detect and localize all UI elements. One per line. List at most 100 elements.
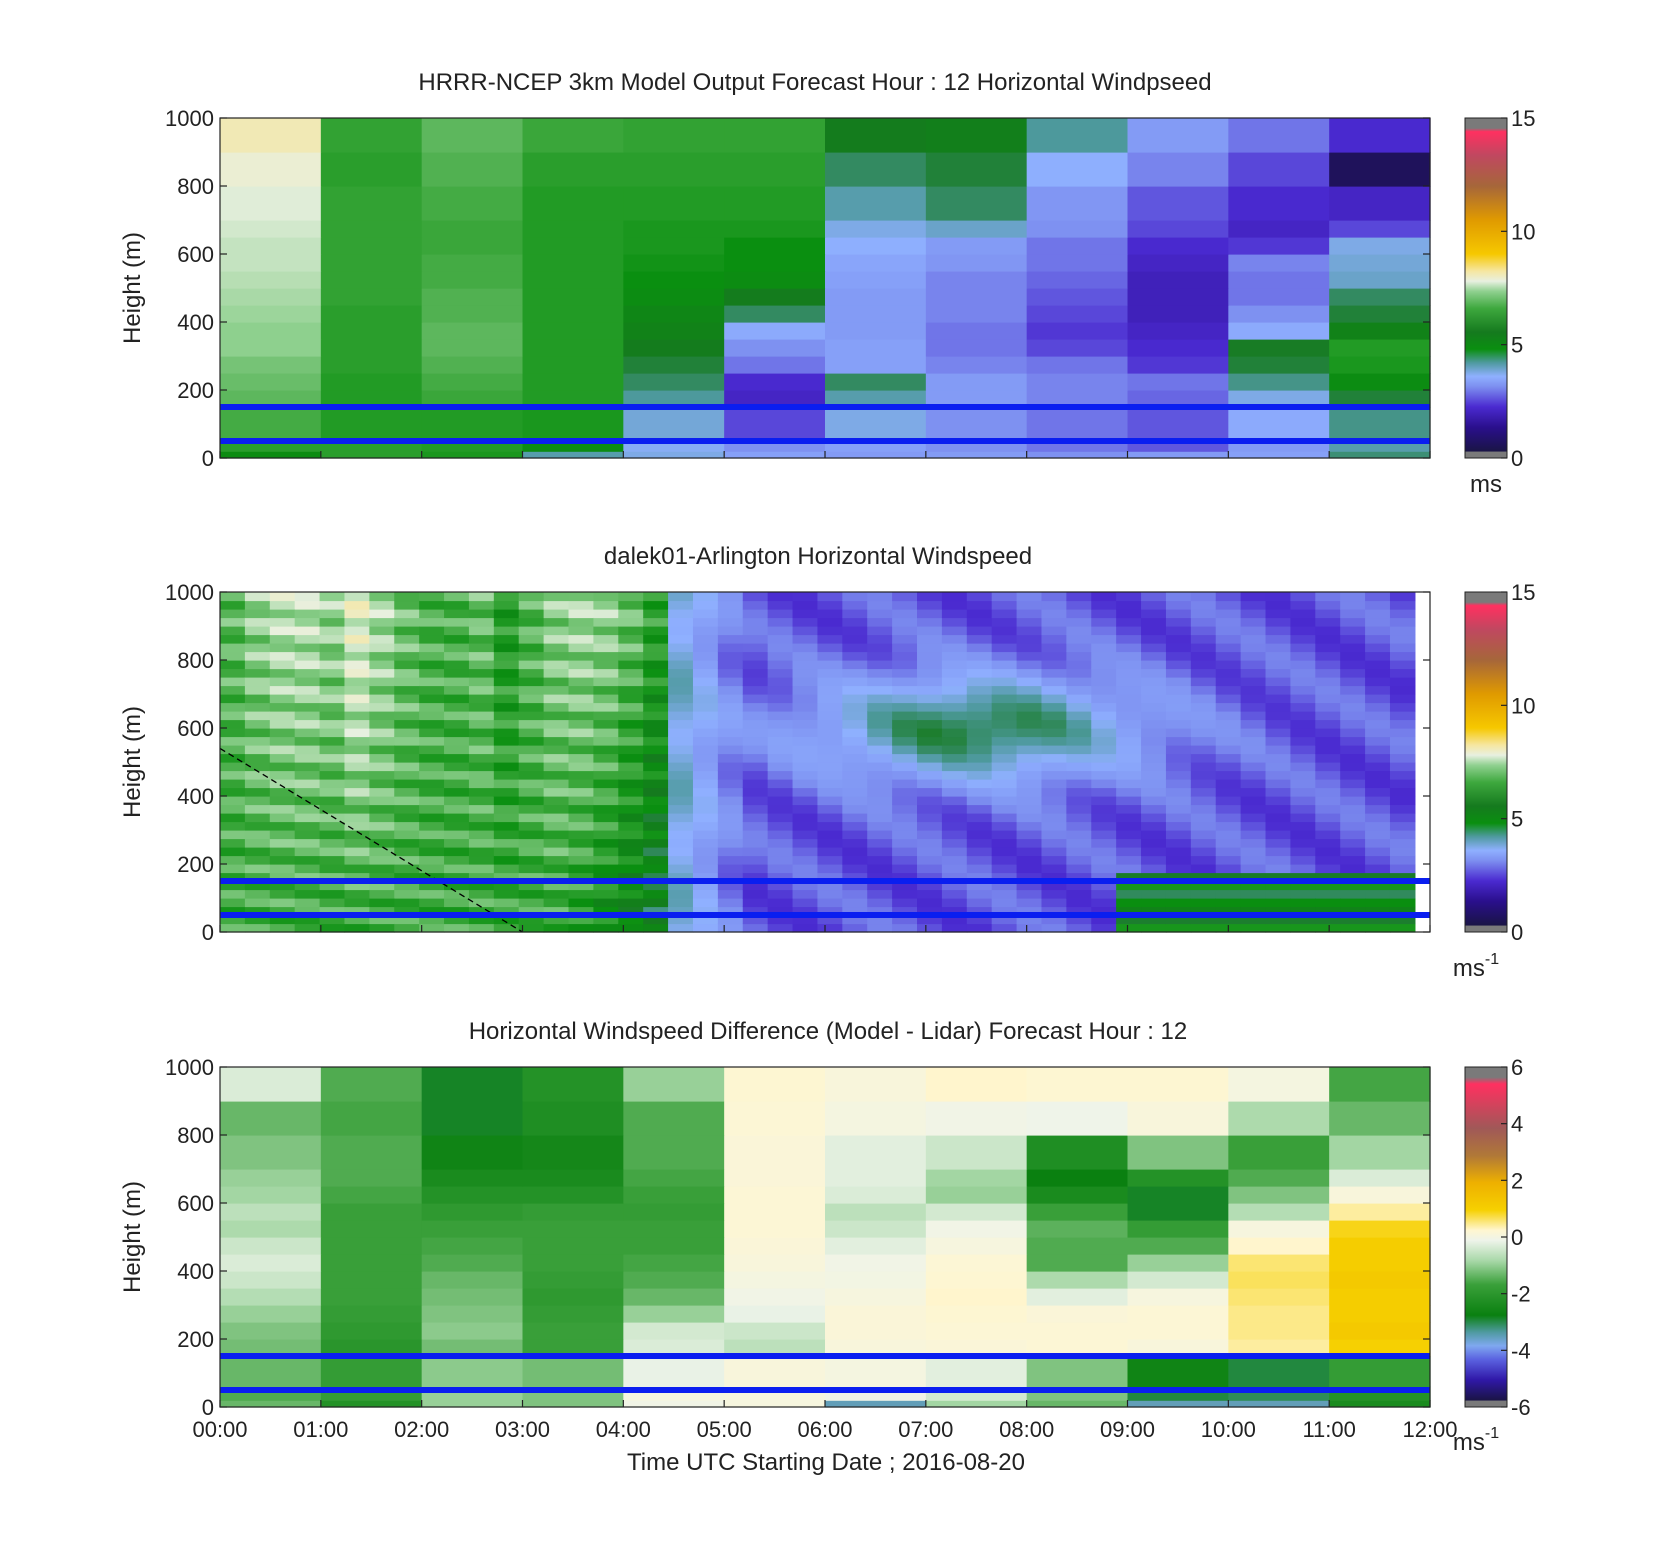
heat-cell: [692, 719, 719, 729]
heat-cell: [1290, 804, 1316, 814]
heat-cell: [917, 813, 943, 823]
heat-cell: [220, 872, 246, 882]
heat-cell: [991, 651, 1018, 661]
heat-cell: [724, 254, 826, 272]
heat-cell: [1329, 1305, 1431, 1323]
heat-cell: [1290, 872, 1316, 882]
heat-cell: [1141, 634, 1167, 644]
heat-cell: [692, 821, 719, 831]
heat-cell: [468, 906, 495, 916]
heat-cell: [1041, 617, 1067, 627]
heat-cell: [767, 906, 794, 916]
heat-cell: [792, 711, 819, 721]
heat-cell: [421, 1400, 524, 1408]
heat-cell: [767, 609, 794, 619]
heat-cell: [792, 821, 819, 831]
heat-cell: [1066, 745, 1092, 755]
heat-cell: [1066, 881, 1092, 891]
heat-cell: [593, 711, 619, 721]
heat-cell: [543, 728, 570, 738]
heat-cell: [1026, 1220, 1129, 1238]
heat-cell: [1228, 254, 1330, 272]
heat-cell: [724, 390, 826, 408]
heat-cell: [294, 864, 321, 874]
heat-cell: [394, 770, 420, 780]
heat-cell: [623, 237, 725, 255]
heat-cell: [1066, 753, 1092, 763]
heat-cell: [724, 237, 826, 255]
heat-cell: [643, 830, 669, 840]
heat-cell: [724, 1220, 826, 1238]
heat-cell: [543, 889, 570, 899]
heat-cell: [892, 711, 918, 721]
heat-cell: [1116, 592, 1142, 602]
heat-cell: [1066, 660, 1092, 670]
heat-cell: [320, 373, 423, 391]
heat-cell: [369, 804, 395, 814]
heat-cell: [717, 609, 744, 619]
heat-cell: [1290, 677, 1316, 687]
heat-cell: [568, 592, 594, 602]
heat-cell: [344, 889, 370, 899]
heat-cell: [1340, 634, 1366, 644]
heat-cell: [1066, 668, 1092, 678]
heat-cell: [568, 728, 594, 738]
heat-cell: [618, 864, 644, 874]
heat-cell: [543, 906, 570, 916]
heat-cell: [817, 889, 843, 899]
heat-cell: [369, 864, 395, 874]
heat-cell: [892, 881, 918, 891]
heat-cell: [468, 813, 495, 823]
heat-cell: [1389, 796, 1416, 806]
heat-cell: [568, 600, 594, 610]
x-tick-label: 04:00: [596, 1417, 651, 1442]
heat-cell: [344, 694, 370, 704]
heat-cell: [1116, 787, 1142, 797]
heat-cell: [294, 651, 321, 661]
heat-cell: [220, 923, 246, 933]
heat-cell: [867, 889, 893, 899]
heat-cell: [917, 634, 943, 644]
heat-cell: [1141, 762, 1167, 772]
heat-cell: [1190, 736, 1217, 746]
heat-cell: [319, 719, 346, 729]
heat-cell: [344, 736, 370, 746]
heat-cell: [1228, 118, 1330, 153]
heat-cell: [966, 821, 993, 831]
heat-cell: [1315, 685, 1341, 695]
heat-cell: [1165, 634, 1192, 644]
heat-cell: [1066, 915, 1092, 925]
heat-cell: [1066, 702, 1092, 712]
heat-cell: [842, 728, 868, 738]
heat-cell: [319, 770, 346, 780]
heat-cell: [966, 592, 993, 602]
heat-cell: [320, 1067, 423, 1102]
heat-cell: [742, 685, 769, 695]
heat-cell: [692, 770, 719, 780]
heat-cell: [220, 847, 246, 857]
heat-cell: [1041, 804, 1067, 814]
heat-cell: [1228, 271, 1330, 289]
heat-cell: [792, 804, 819, 814]
heat-cell: [1041, 685, 1067, 695]
heat-cell: [319, 694, 346, 704]
heat-cell: [269, 762, 296, 772]
heat-cell: [1365, 592, 1391, 602]
heat-cell: [1228, 407, 1330, 439]
heat-cell: [1127, 1288, 1229, 1306]
heat-cell: [1016, 796, 1043, 806]
heat-cell: [1329, 356, 1431, 374]
heat-cell: [1365, 677, 1391, 687]
heat-cell: [1141, 804, 1167, 814]
heat-cell: [1329, 407, 1431, 439]
heat-cell: [618, 770, 644, 780]
heat-cell: [643, 838, 669, 848]
heat-cell: [1315, 694, 1341, 704]
heat-cell: [319, 762, 346, 772]
heat-cell: [593, 651, 619, 661]
heat-cell: [991, 915, 1018, 925]
heat-cell: [692, 643, 719, 653]
heat-cell: [319, 609, 346, 619]
heat-cell: [319, 728, 346, 738]
heat-cell: [1116, 779, 1142, 789]
